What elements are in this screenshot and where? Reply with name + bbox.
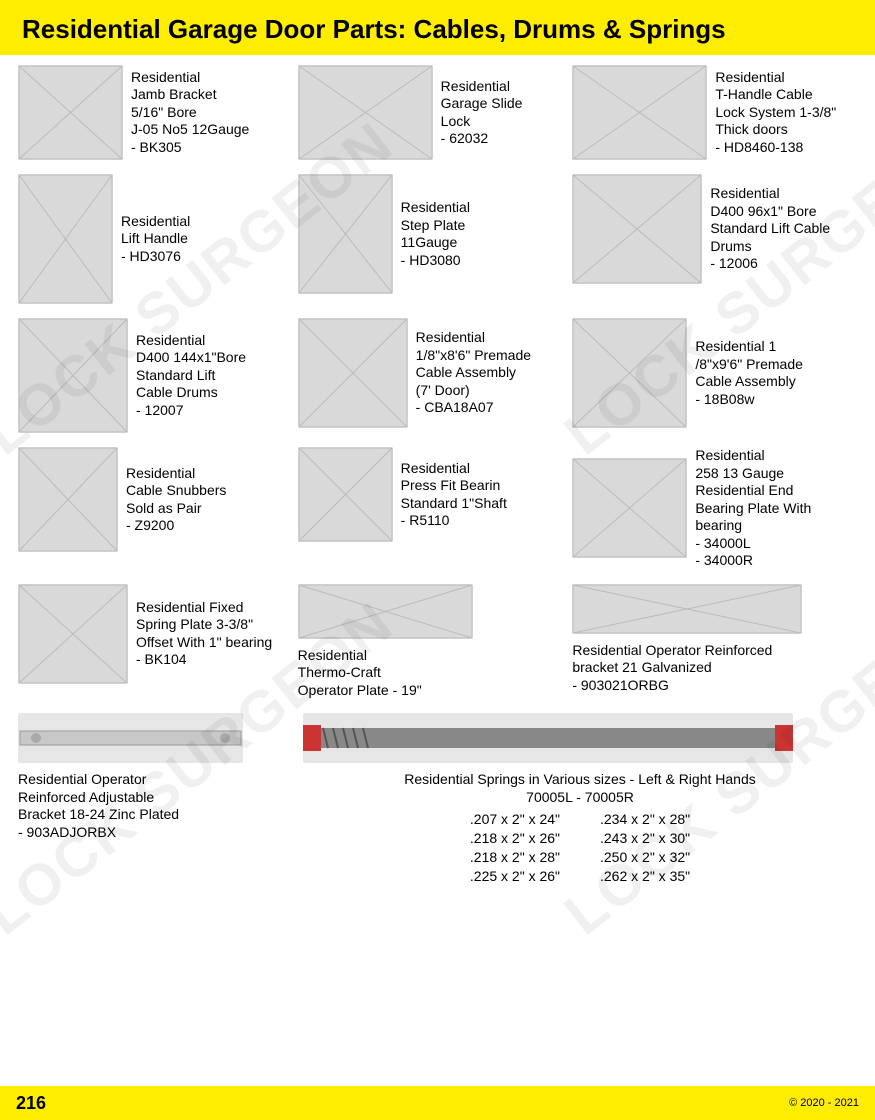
t-handle-cable-lock-desc: ResidentialT-Handle CableLock System 1-3… [715,69,836,157]
catalog-item: Residential Operator Reinforcedbracket 2… [572,584,857,695]
adjustable-bracket-image [18,713,243,763]
thermo-craft-plate-image [298,584,473,639]
catalog-item: Residential258 13 GaugeResidential EndBe… [572,447,857,570]
cable-assembly-9ft-desc: Residential 1/8"x9'6" PremadeCable Assem… [695,338,803,408]
springs-title: Residential Springs in Various sizes - L… [303,771,857,806]
d400-96-drums-image [572,174,702,284]
spring-sizes-col1: .207 x 2" x 24" .218 x 2" x 26" .218 x 2… [470,810,560,886]
press-fit-bearing-image [298,447,393,542]
page-title: Residential Garage Door Parts: Cables, D… [22,14,726,44]
lift-handle-desc: ResidentialLift Handle- HD3076 [121,213,190,266]
thermo-craft-plate-desc: ResidentialThermo-CraftOperator Plate - … [298,647,573,700]
cable-assembly-9ft-image [572,318,687,428]
catalog-item: ResidentialPress Fit BearinStandard 1"Sh… [298,447,573,542]
jamb-bracket-desc: ResidentialJamb Bracket5/16" BoreJ-05 No… [131,69,249,157]
cable-assembly-7ft-desc: Residential1/8"x8'6" PremadeCable Assemb… [416,329,531,417]
jamb-bracket-image [18,65,123,160]
d400-144-drums-image [18,318,128,433]
springs-image [303,713,793,763]
spring-sizes-table: .207 x 2" x 24" .218 x 2" x 26" .218 x 2… [303,810,857,886]
catalog-item: ResidentialD400 96x1" BoreStandard Lift … [572,174,857,284]
catalog-row: ResidentialJamb Bracket5/16" BoreJ-05 No… [18,65,857,160]
catalog-item: ResidentialT-Handle CableLock System 1-3… [572,65,857,160]
press-fit-bearing-desc: ResidentialPress Fit BearinStandard 1"Sh… [401,460,507,530]
catalog-row: ResidentialD400 144x1"BoreStandard LiftC… [18,318,857,433]
t-handle-cable-lock-image [572,65,707,160]
operator-bracket-21-desc: Residential Operator Reinforcedbracket 2… [572,642,857,695]
d400-144-drums-desc: ResidentialD400 144x1"BoreStandard LiftC… [136,332,246,420]
catalog-item: ResidentialCable SnubbersSold as Pair- Z… [18,447,298,552]
operator-bracket-21-image [572,584,802,634]
step-plate-image [298,174,393,294]
catalog-item: ResidentialThermo-CraftOperator Plate - … [298,584,573,700]
catalog-item: ResidentialD400 144x1"BoreStandard LiftC… [18,318,298,433]
end-bearing-plate-image [572,458,687,558]
catalog-content: LOCK SURGEON LOCK SURGEON LOCK SURGEON L… [0,55,875,886]
catalog-row: ResidentialLift Handle- HD3076 Residentia… [18,174,857,304]
page-footer: 216 © 2020 - 2021 [0,1086,875,1120]
catalog-item: Residential1/8"x8'6" PremadeCable Assemb… [298,318,573,428]
lift-handle-image [18,174,113,304]
copyright: © 2020 - 2021 [789,1097,859,1109]
slide-lock-desc: ResidentialGarage SlideLock- 62032 [441,78,523,148]
end-bearing-plate-desc: Residential258 13 GaugeResidential EndBe… [695,447,811,570]
catalog-item: ResidentialGarage SlideLock- 62032 [298,65,573,160]
slide-lock-image [298,65,433,160]
catalog-item: ResidentialStep Plate11Gauge- HD3080 [298,174,573,294]
step-plate-desc: ResidentialStep Plate11Gauge- HD3080 [401,199,470,269]
fixed-spring-plate-image [18,584,128,684]
cable-assembly-7ft-image [298,318,408,428]
adjustable-bracket-desc: Residential Operator Reinforced Adjustab… [18,771,303,841]
catalog-item: Residential 1/8"x9'6" PremadeCable Assem… [572,318,857,428]
page-header: Residential Garage Door Parts: Cables, D… [0,0,875,55]
catalog-item: ResidentialJamb Bracket5/16" BoreJ-05 No… [18,65,298,160]
d400-96-drums-desc: ResidentialD400 96x1" BoreStandard Lift … [710,185,830,273]
page-number: 216 [16,1093,46,1114]
cable-snubbers-desc: ResidentialCable SnubbersSold as Pair- Z… [126,465,226,535]
spring-sizes-col2: .234 x 2" x 28" .243 x 2" x 30" .250 x 2… [600,810,690,886]
fixed-spring-plate-desc: Residential FixedSpring Plate 3-3/8"Offs… [136,599,272,669]
catalog-row: ResidentialCable SnubbersSold as Pair- Z… [18,447,857,570]
catalog-row: Residential FixedSpring Plate 3-3/8"Offs… [18,584,857,700]
catalog-item: ResidentialLift Handle- HD3076 [18,174,298,304]
cable-snubbers-image [18,447,118,552]
catalog-item: Residential FixedSpring Plate 3-3/8"Offs… [18,584,298,684]
